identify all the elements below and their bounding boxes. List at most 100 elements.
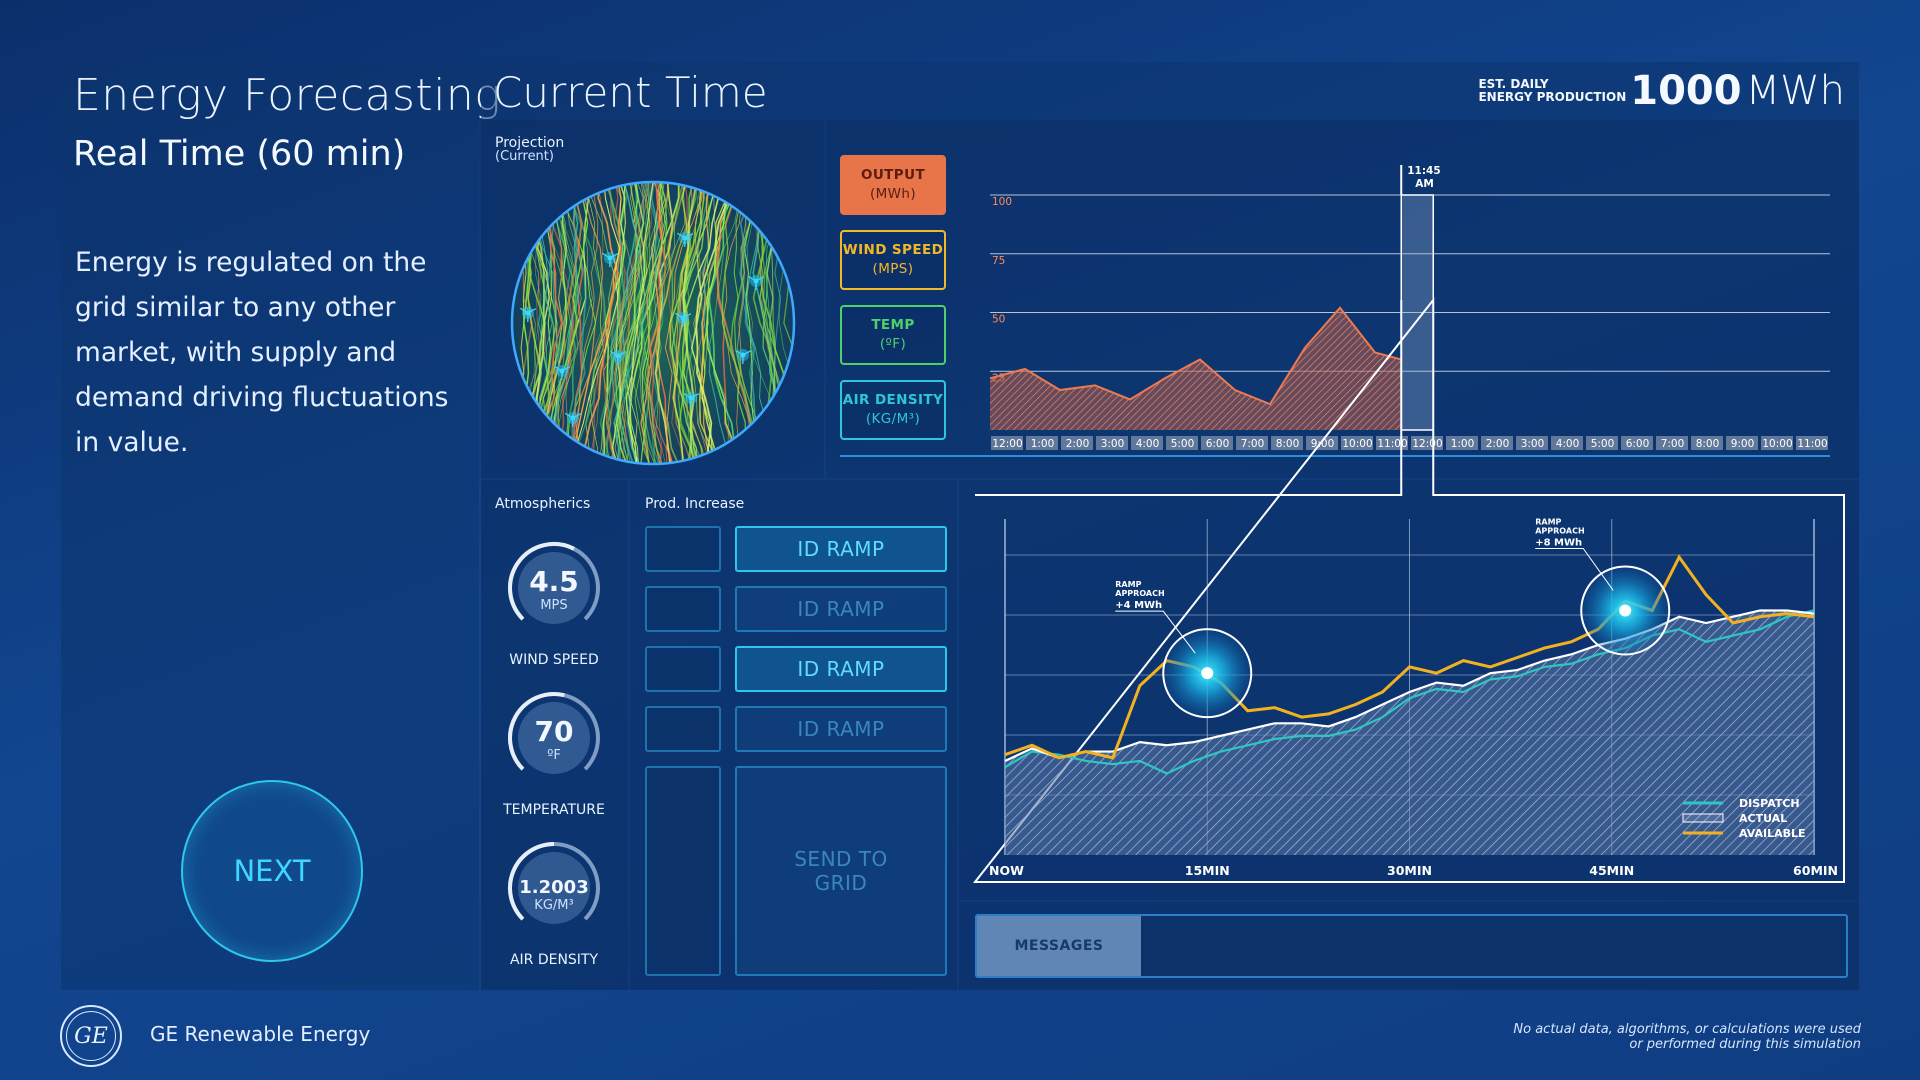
id-ramp-button-4[interactable]: ID RAMP	[735, 706, 947, 752]
page-subtitle: Real Time (60 min)	[73, 134, 406, 174]
x-tick-label: 6:00	[1626, 438, 1650, 450]
output-chart[interactable]: 25507510012:001:002:003:004:005:006:007:…	[826, 150, 1859, 470]
flow-line	[620, 182, 650, 464]
svg-text:APPROACH: APPROACH	[1115, 589, 1164, 598]
next-button[interactable]: NEXT	[181, 780, 363, 962]
flow-line	[602, 182, 623, 464]
flow-line	[701, 182, 715, 464]
atmospherics-label: Atmospherics	[495, 496, 591, 512]
projection-label: Projection (Current)	[495, 136, 564, 164]
gauge-face	[518, 702, 590, 774]
disclaimer-line1: No actual data, algorithms, or calculati…	[1513, 1022, 1861, 1037]
gauge-face	[518, 552, 590, 624]
flow-line	[614, 182, 640, 464]
x-tick-box	[1096, 436, 1128, 450]
page-description: Energy is regulated on the grid similar …	[75, 247, 449, 458]
flow-line	[656, 182, 673, 464]
x-tick-label: 1:00	[1451, 438, 1475, 450]
svg-text:APPROACH: APPROACH	[1535, 526, 1584, 535]
turbine-icon	[747, 275, 765, 291]
flow-line	[590, 182, 645, 464]
x-tick-box	[1271, 436, 1303, 450]
forecast-chart[interactable]: RAMP APPROACH +4 MWh RAMP APPROACH +8 MWh NOW 1…	[959, 160, 1859, 900]
x-tick-box	[1621, 436, 1653, 450]
flow-line	[671, 182, 708, 464]
est-value: 1000	[1630, 68, 1742, 114]
svg-text:RAMP: RAMP	[1535, 517, 1561, 526]
flow-line	[736, 182, 747, 464]
est-label-line1: EST. DAILY	[1478, 77, 1549, 91]
flow-line	[553, 182, 571, 464]
x-tick-box	[1376, 436, 1408, 450]
flow-line	[557, 182, 579, 464]
messages-bar[interactable]: MESSAGES	[975, 914, 1848, 978]
page-title: Energy Forecasting	[73, 70, 502, 121]
id-ramp-button-1[interactable]: ID RAMP	[735, 526, 947, 572]
actual-area	[1005, 610, 1814, 855]
messages-tab[interactable]: MESSAGES	[977, 916, 1141, 976]
send-to-grid-button[interactable]: SEND TO GRID	[735, 766, 947, 976]
x-tick-box	[1551, 436, 1583, 450]
x-tick-label: 12:00	[1412, 438, 1442, 450]
disclaimer: No actual data, algorithms, or calculati…	[1513, 1022, 1861, 1052]
flow-line	[589, 182, 605, 464]
gauge-unit: KG/M³	[534, 898, 574, 913]
x-tick-box	[1726, 436, 1758, 450]
x-tick-box	[1516, 436, 1548, 450]
legend-available: AVAILABLE	[1683, 827, 1806, 840]
flow-line	[706, 182, 745, 464]
x-tick-label: 7:00	[1661, 438, 1685, 450]
legend-button-output[interactable]: OUTPUT (MWh)	[840, 155, 946, 215]
x-tick-label: 4:00	[1136, 438, 1160, 450]
x-tick-label: 45MIN	[1589, 863, 1634, 878]
current-time-title: Current Time	[493, 68, 768, 117]
x-tick-label: 3:00	[1521, 438, 1545, 450]
x-tick-label: 11:00	[1797, 438, 1827, 450]
turbine-icon	[676, 232, 694, 248]
x-tick-label: 8:00	[1696, 438, 1720, 450]
x-tick-box	[1796, 436, 1828, 450]
flow-line	[721, 182, 747, 464]
x-tick-label: 60MIN	[1793, 863, 1838, 878]
x-tick-box	[1306, 436, 1338, 450]
legend-button-line1: AIR DENSITY	[842, 392, 944, 408]
flow-line	[716, 182, 755, 464]
flow-line	[602, 182, 638, 464]
id-ramp-button-2[interactable]: ID RAMP	[735, 586, 947, 632]
x-tick-box	[1481, 436, 1513, 450]
legend-button-air-density[interactable]: AIR DENSITY (KG/M³)	[840, 380, 946, 440]
disclaimer-line2: or performed during this simulation	[1629, 1037, 1861, 1052]
output-line	[989, 306, 1402, 406]
send-to-grid-line2: GRID	[814, 871, 868, 895]
x-tick-label: 2:00	[1066, 438, 1090, 450]
wind-flow-map[interactable]	[508, 178, 798, 468]
flow-line	[695, 182, 739, 464]
gauge-unit: MPS	[540, 598, 568, 613]
flow-line	[699, 182, 728, 464]
current-time-marker	[1400, 194, 1434, 431]
legend-dispatch: DISPATCH	[1683, 797, 1800, 810]
id-ramp-button-3[interactable]: ID RAMP	[735, 646, 947, 692]
x-tick-label: 30MIN	[1387, 863, 1432, 878]
x-tick-label: 1:00	[1031, 438, 1055, 450]
flow-line	[690, 182, 722, 464]
send-to-grid-line1: SEND TO	[794, 847, 888, 871]
legend-button-temp[interactable]: TEMP (ºF)	[840, 305, 946, 365]
legend-button-line2: (ºF)	[879, 336, 907, 352]
flow-line	[597, 182, 634, 464]
atmospherics-panel	[481, 480, 628, 990]
x-tick-box	[1761, 436, 1793, 450]
ramp-indicator	[645, 526, 721, 572]
flow-line	[588, 182, 604, 464]
legend-button-line1: OUTPUT	[860, 167, 926, 183]
send-to-grid-bar	[645, 766, 721, 976]
ramp-indicator	[645, 706, 721, 752]
legend-button-wind-speed[interactable]: WIND SPEED (MPS)	[840, 230, 946, 290]
x-tick-label: 12:00	[992, 438, 1022, 450]
x-tick-label: 5:00	[1171, 438, 1195, 450]
y-tick-label: 50	[992, 314, 1005, 326]
est-label-line2: ENERGY PRODUCTION	[1478, 90, 1627, 104]
svg-text:RAMP: RAMP	[1115, 580, 1141, 589]
flow-line	[599, 182, 628, 464]
x-tick-label: 4:00	[1556, 438, 1580, 450]
